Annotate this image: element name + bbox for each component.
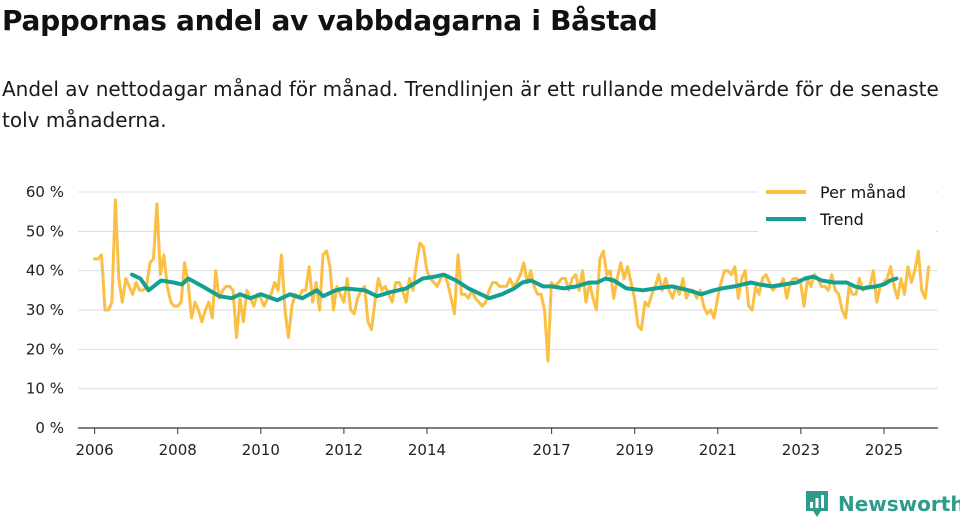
x-axis-ticks: 2006 2008 2010 2012 2014 2017 2019 2021 2023 2025 <box>76 428 903 459</box>
brand-name: Newsworthy <box>838 492 960 516</box>
newsworthy-logo: Newsworthy <box>804 489 960 519</box>
y-tick-label: 40 % <box>26 262 64 280</box>
legend-label: Trend <box>819 210 864 229</box>
newsworthy-icon <box>806 491 828 517</box>
series-line-trend <box>130 272 899 303</box>
y-tick-label: 60 % <box>26 183 64 201</box>
y-tick-label: 10 % <box>26 380 64 398</box>
y-tick-label: 50 % <box>26 222 64 240</box>
y-tick-label: 0 % <box>35 419 64 437</box>
y-tick-label: 30 % <box>26 301 64 319</box>
x-tick-label: 2010 <box>242 441 280 459</box>
x-tick-label: 2006 <box>76 441 114 459</box>
legend: Per månad Trend <box>758 178 936 234</box>
x-tick-label: 2012 <box>325 441 363 459</box>
x-tick-label: 2019 <box>616 441 654 459</box>
legend-background <box>758 178 936 234</box>
x-tick-label: 2023 <box>782 441 820 459</box>
x-tick-label: 2014 <box>408 441 446 459</box>
x-tick-label: 2017 <box>533 441 571 459</box>
y-axis-ticks: 0 % 10 % 20 % 30 % 40 % 50 % 60 % <box>26 183 64 437</box>
x-tick-label: 2021 <box>699 441 737 459</box>
y-tick-label: 20 % <box>26 340 64 358</box>
x-tick-label: 2008 <box>159 441 197 459</box>
legend-label: Per månad <box>820 183 906 202</box>
chart-subtitle: Andel av nettodagar månad för månad. Tre… <box>2 77 939 132</box>
chart-title: Pappornas andel av vabbdagarna i Båstad <box>2 4 658 37</box>
x-tick-label: 2025 <box>865 441 903 459</box>
series-lines <box>93 198 931 363</box>
